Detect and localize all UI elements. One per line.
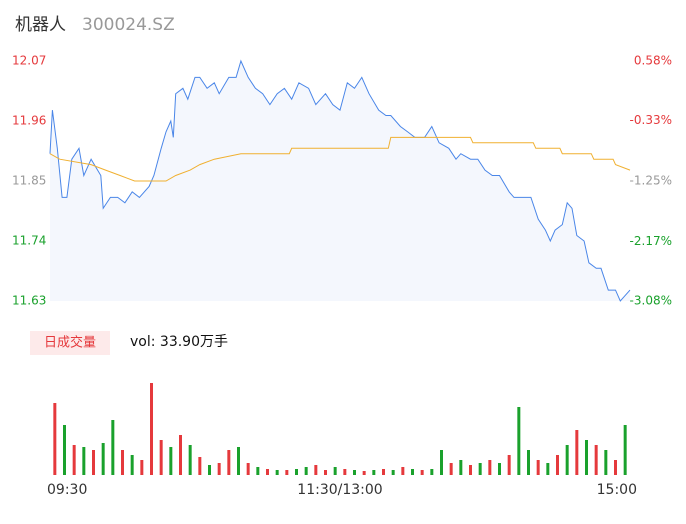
volume-bar [92, 450, 95, 475]
volume-bar [517, 407, 521, 475]
volume-bar [227, 450, 231, 475]
volume-bar [101, 443, 105, 475]
volume-bar [391, 470, 395, 475]
volume-bar [527, 450, 530, 475]
y-tick-label: 11.85 [12, 174, 46, 188]
volume-bar [372, 470, 376, 475]
volume-bar [401, 467, 405, 475]
volume-bar [478, 463, 482, 475]
volume-bar [130, 455, 134, 475]
volume-bar [324, 470, 327, 475]
y2-tick-label: -2.17% [630, 234, 672, 248]
volume-bar [575, 430, 579, 475]
volume-bar [111, 420, 115, 475]
volume-bar [63, 425, 66, 475]
volume-bar [208, 465, 211, 475]
volume-tab[interactable]: 日成交量 [44, 335, 96, 351]
volume-bar [53, 403, 57, 475]
volume-bar [237, 447, 240, 475]
volume-bar [411, 469, 414, 475]
volume-bar [353, 470, 356, 475]
volume-tab-bg[interactable] [30, 331, 110, 355]
volume-bar [469, 465, 472, 475]
volume-bar [72, 445, 76, 475]
volume-bar [275, 470, 279, 475]
volume-bar [382, 469, 385, 475]
y-tick-label: 11.96 [12, 114, 46, 128]
volume-bar [246, 463, 250, 475]
x-tick-label: 09:30 [47, 482, 87, 498]
volume-bar [314, 465, 318, 475]
volume-bar [266, 469, 269, 475]
volume-bar [343, 469, 347, 475]
volume-bar [188, 445, 192, 475]
volume-bar [604, 450, 608, 475]
y2-tick-label: -0.33% [630, 113, 672, 127]
y2-tick-label: -1.25% [630, 174, 672, 188]
volume-bar [304, 467, 308, 475]
volume-bar [285, 470, 289, 475]
volume-bar [169, 447, 173, 475]
y2-tick-label: -3.08% [630, 294, 672, 308]
volume-bar [430, 469, 434, 475]
volume-bar [507, 455, 511, 475]
y2-tick-label: 0.58% [634, 54, 672, 68]
volume-bar [159, 440, 163, 475]
volume-bar [440, 450, 443, 475]
volume-bar [449, 463, 453, 475]
volume-bar [594, 445, 598, 475]
x-tick-label: 11:30/13:00 [297, 482, 382, 498]
volume-bar [140, 460, 144, 475]
volume-bar [536, 460, 540, 475]
volume-label: vol: 33.90万手 [130, 334, 228, 350]
volume-bar [623, 425, 627, 475]
price-line [49, 59, 631, 302]
volume-bar [488, 460, 492, 475]
stock-code: 300024.SZ [82, 15, 175, 35]
volume-bar [546, 463, 550, 475]
x-tick-label: 15:00 [597, 482, 637, 498]
volume-bar [565, 445, 569, 475]
volume-bar [179, 435, 182, 475]
y-tick-label: 11.74 [12, 234, 46, 248]
y-tick-label: 11.63 [12, 294, 46, 308]
y-tick-label: 12.07 [12, 54, 46, 68]
volume-bar [459, 460, 463, 475]
volume-bar [614, 460, 617, 475]
volume-bar [556, 455, 559, 475]
volume-bar [256, 467, 260, 475]
average-line [49, 136, 631, 182]
volume-bar [82, 447, 86, 475]
volume-bar [295, 469, 298, 475]
volume-bar [217, 463, 221, 475]
stock-name: 机器人 [15, 15, 66, 35]
volume-bar [585, 440, 588, 475]
volume-bar [121, 450, 124, 475]
volume-bar [333, 467, 337, 475]
volume-bar [150, 383, 153, 475]
volume-bar [362, 471, 366, 475]
price-area [50, 61, 630, 301]
volume-bar [198, 457, 202, 475]
volume-bar [420, 470, 424, 475]
volume-bar [498, 463, 501, 475]
